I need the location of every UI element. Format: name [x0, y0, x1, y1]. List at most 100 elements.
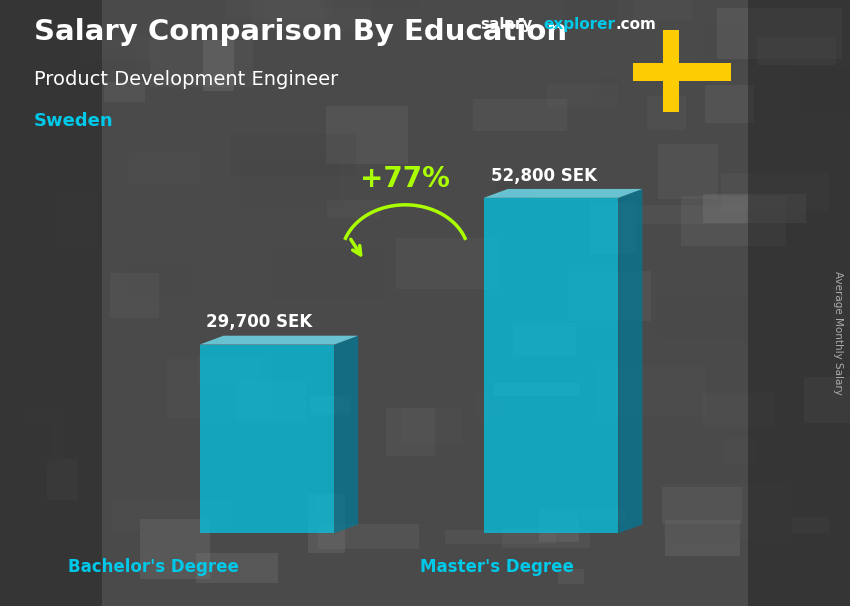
Bar	[541, 487, 627, 532]
Text: Product Development Engineer: Product Development Engineer	[34, 70, 338, 88]
Bar	[252, 0, 371, 31]
Bar	[701, 393, 774, 427]
Bar	[47, 459, 78, 500]
Bar	[386, 407, 435, 456]
Bar	[558, 570, 584, 584]
Bar	[473, 99, 567, 131]
Bar	[320, 0, 418, 8]
Polygon shape	[334, 336, 358, 533]
Bar	[783, 486, 837, 505]
Bar	[704, 194, 807, 223]
Bar	[599, 93, 672, 133]
Text: salary: salary	[480, 17, 533, 32]
Text: .com: .com	[615, 17, 656, 32]
Bar	[326, 106, 408, 164]
Bar	[269, 0, 325, 28]
Bar	[445, 530, 556, 544]
Bar	[661, 474, 734, 488]
Bar	[494, 382, 580, 396]
Bar	[568, 271, 651, 321]
Bar	[666, 520, 740, 556]
Bar	[82, 37, 154, 59]
Bar	[0, 0, 102, 606]
Bar	[167, 359, 272, 418]
Bar	[748, 0, 850, 606]
Polygon shape	[200, 345, 334, 533]
Bar	[140, 519, 210, 579]
Bar	[658, 294, 771, 340]
Bar	[658, 144, 717, 199]
Bar	[547, 84, 618, 107]
Bar	[717, 8, 842, 59]
Bar	[833, 285, 850, 328]
Bar	[81, 108, 115, 166]
Bar	[150, 40, 253, 87]
Bar	[57, 194, 97, 246]
Bar	[804, 378, 850, 424]
Bar	[664, 484, 791, 539]
Bar	[126, 263, 193, 298]
Bar	[318, 524, 419, 549]
Text: Master's Degree: Master's Degree	[420, 558, 575, 576]
Bar	[702, 24, 742, 63]
Bar	[539, 510, 579, 542]
Bar	[309, 396, 351, 416]
Polygon shape	[619, 189, 643, 533]
Text: +77%: +77%	[360, 165, 450, 193]
Bar	[402, 407, 462, 444]
Bar	[239, 157, 338, 207]
Bar	[590, 203, 636, 254]
Bar	[502, 528, 590, 548]
Bar	[129, 153, 201, 184]
Bar	[725, 439, 756, 464]
Bar	[705, 85, 754, 123]
Bar	[681, 196, 786, 246]
Bar	[564, 0, 618, 27]
Bar	[270, 247, 385, 300]
Bar	[308, 494, 345, 553]
Bar	[757, 37, 836, 65]
Bar	[20, 517, 118, 551]
Bar	[595, 365, 706, 417]
Polygon shape	[484, 189, 643, 198]
Bar	[647, 96, 686, 130]
Bar	[280, 478, 316, 518]
Bar	[12, 422, 51, 467]
Bar	[196, 553, 278, 584]
Text: Sweden: Sweden	[34, 112, 114, 130]
Text: 52,800 SEK: 52,800 SEK	[490, 167, 597, 185]
Bar	[633, 63, 731, 81]
Bar	[663, 30, 679, 112]
Bar	[722, 173, 829, 210]
Bar	[625, 430, 721, 484]
Bar	[226, 0, 331, 19]
Bar	[198, 355, 261, 383]
Bar	[633, 0, 692, 19]
Bar	[25, 410, 65, 460]
Text: 29,700 SEK: 29,700 SEK	[207, 313, 313, 331]
Text: Average Monthly Salary: Average Monthly Salary	[833, 271, 843, 395]
Bar	[201, 422, 285, 455]
Bar	[791, 517, 829, 533]
Bar	[593, 76, 623, 98]
Bar	[36, 50, 133, 70]
Bar	[111, 499, 231, 531]
Bar	[580, 509, 626, 521]
Text: explorer: explorer	[543, 17, 615, 32]
Bar	[110, 273, 159, 318]
Bar	[327, 199, 380, 218]
Bar	[793, 68, 850, 119]
Polygon shape	[200, 336, 358, 345]
Bar	[662, 487, 742, 524]
Text: Bachelor's Degree: Bachelor's Degree	[67, 558, 239, 576]
Bar	[475, 388, 504, 422]
Text: Salary Comparison By Education: Salary Comparison By Education	[34, 18, 567, 46]
Bar	[396, 238, 500, 289]
Bar	[230, 134, 355, 176]
Bar	[203, 41, 234, 92]
Bar	[513, 323, 576, 356]
Bar	[496, 180, 530, 212]
Polygon shape	[484, 198, 619, 533]
Bar	[105, 82, 145, 102]
Bar	[633, 205, 745, 224]
